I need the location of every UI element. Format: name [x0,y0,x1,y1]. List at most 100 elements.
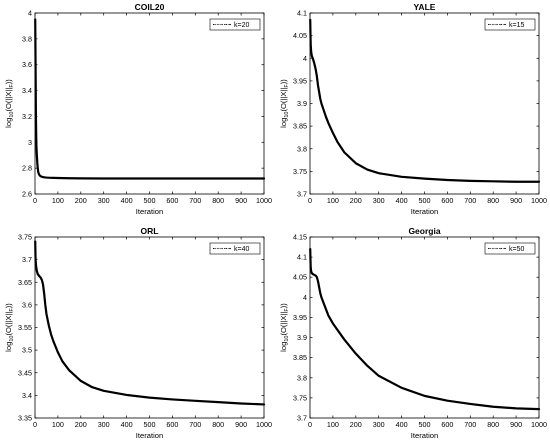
data-point [35,154,38,157]
legend-box [484,242,536,255]
data-point [310,270,313,273]
y-tick-label: 3.75 [293,393,307,402]
data-point [34,254,37,256]
y-tick-label: 3.9 [297,99,307,108]
x-tick-label: 600 [166,420,178,429]
y-tick-label: 4 [303,54,307,63]
legend-marker [221,23,223,26]
x-tick-label: 300 [98,196,110,205]
x-tick-label: 900 [510,420,522,429]
x-tick-label: 400 [396,196,408,205]
y-tick-label: 3.9 [297,333,307,342]
x-tick-label: 700 [189,196,201,205]
x-tick-label: 1000 [531,420,547,429]
y-tick-label: 3.2 [22,112,32,121]
x-tick-label: 700 [189,420,201,429]
y-tick-label: 3.8 [22,34,32,43]
legend-marker [492,23,494,26]
data-point [311,273,314,275]
subplot-yale: YALE 0 100 200 300 400 500 600 700 800 900 1000 3.7 3… [279,2,547,216]
y-tick-label: 2.6 [22,190,32,199]
x-tick-label: 500 [419,420,431,429]
legend-marker [500,247,502,250]
x-tick-label: 400 [396,420,408,429]
series-line-k=40 [34,240,266,406]
data-point [309,18,312,21]
legend-label: k=15 [509,22,524,29]
x-tick-label: 100 [327,420,339,429]
legend-marker [229,23,231,26]
subplot-georgia: Georgia 0 100 200 300 400 500 600 700 800 900 1000 3… [279,226,547,440]
legend-box [484,18,536,31]
plot-title: Georgia [408,226,440,236]
y-tick-label: 3.6 [22,60,32,69]
y-tick-label: 3.7 [22,255,32,264]
data-point [35,265,38,268]
y-tick-label: 3.8 [297,144,307,153]
plot-area [309,236,540,419]
data-point [36,162,39,164]
legend-marker [496,247,498,250]
y-axis-label: log10(O(||X||F)) [279,303,290,352]
data-point [36,273,39,276]
y-axis-label: log10(O(||X||F)) [4,303,15,352]
legend-marker [504,247,506,250]
data-point [34,83,37,86]
legend-marker [225,23,227,26]
x-tick-label: 300 [373,196,385,205]
y-tick-label: 3.4 [22,391,32,400]
plot-title: YALE [414,2,436,12]
legend-box [209,18,261,31]
x-tick-label: 700 [464,420,476,429]
series-line-k=20 [34,18,266,180]
legend-marker [217,23,219,26]
x-tick-label: 900 [235,420,247,429]
x-tick-label: 200 [75,196,87,205]
y-tick-label: 3.45 [18,368,32,377]
y-tick-label: 3.7 [297,190,307,199]
y-axis-label: log10(O(||X||F)) [4,79,15,128]
y-tick-label: 3.75 [18,233,32,242]
data-point [309,248,312,250]
legend-marker [213,23,215,26]
x-tick-label: 600 [441,196,453,205]
x-tick-label: 200 [350,420,362,429]
x-tick-label: 200 [75,420,87,429]
y-tick-label: 2.8 [22,164,32,173]
data-point [309,258,312,261]
data-point [310,55,313,57]
data-point [34,50,37,53]
legend-marker [221,247,223,250]
y-tick-label: 3.95 [293,76,307,85]
y-tick-label: 4.05 [293,31,307,40]
legend-label: k=50 [509,246,524,253]
x-tick-label: 900 [510,196,522,205]
y-tick-label: 3.5 [22,346,32,355]
x-tick-label: 600 [166,196,178,205]
x-tick-label: 800 [487,420,499,429]
x-tick-label: 100 [52,196,64,205]
x-tick-label: 0 [308,420,312,429]
plot-title: COIL20 [135,2,165,12]
data-point [309,43,312,46]
y-tick-label: 3.7 [297,414,307,423]
x-tick-label: 400 [121,196,133,205]
plot-area [34,12,265,195]
x-tick-label: 500 [144,420,156,429]
y-tick-label: 3.65 [18,278,32,287]
y-tick-label: 3.55 [18,323,32,332]
y-tick-label: 3.4 [22,86,32,95]
legend-label: k=40 [234,246,249,253]
x-axis-label: Iteration [411,431,438,440]
legend-marker [213,247,215,250]
data-point [310,50,313,53]
legend: k=40 [209,242,261,255]
x-tick-label: 800 [212,420,224,429]
data-point [309,32,312,35]
legend-marker [488,247,490,250]
legend: k=15 [484,18,536,31]
data-point [311,57,314,60]
data-point [35,270,38,272]
x-tick-label: 1000 [531,196,547,205]
